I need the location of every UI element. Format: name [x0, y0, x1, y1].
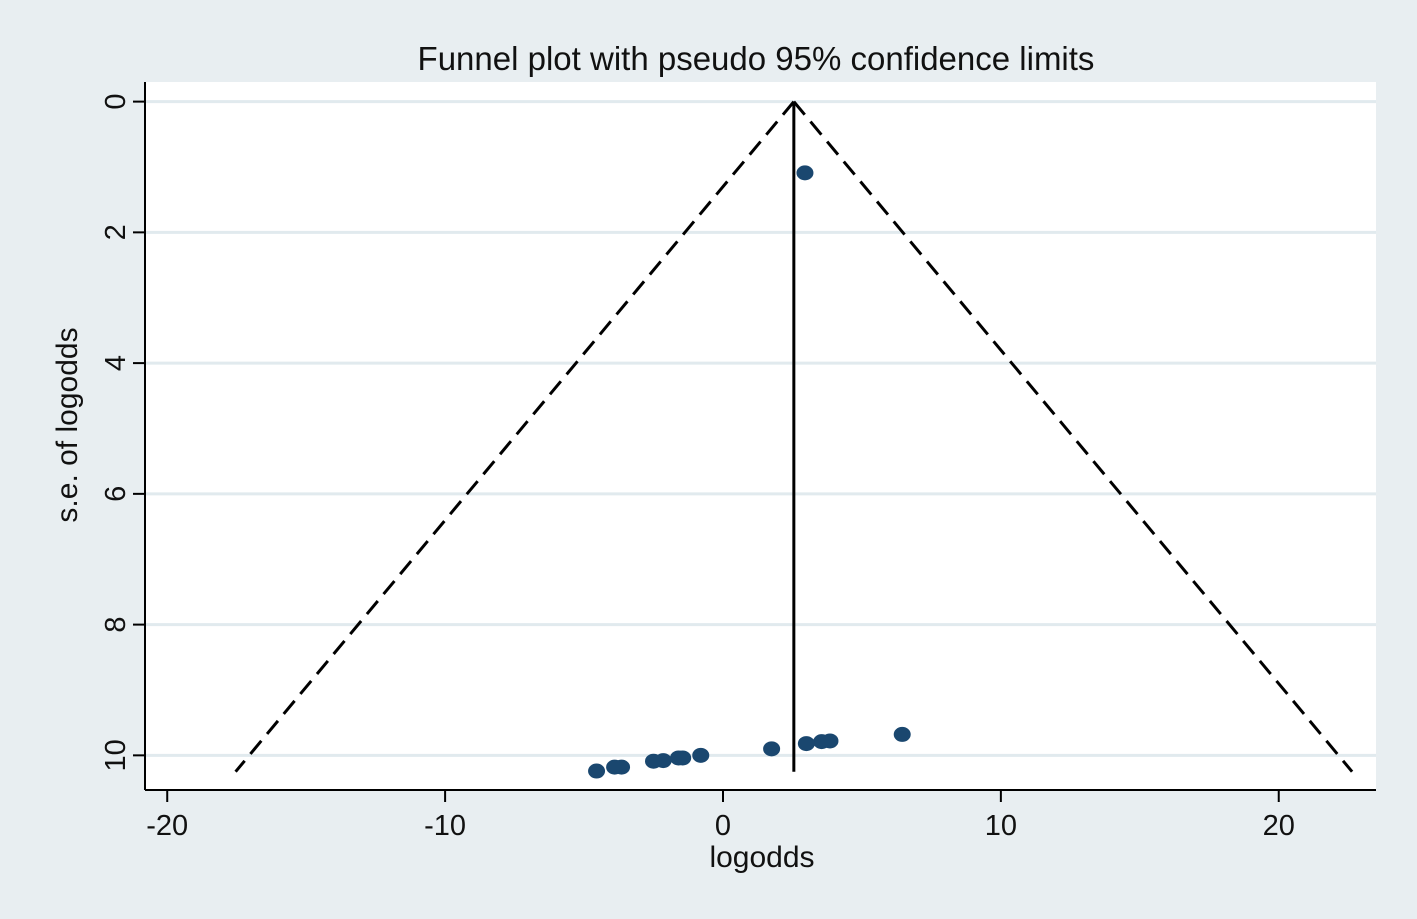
data-point-6 — [763, 741, 781, 757]
y-tick-label: 4 — [100, 355, 132, 371]
data-point-14 — [588, 763, 606, 779]
y-tick-label: 10 — [100, 739, 132, 771]
funnel-left-limit-line — [234, 100, 795, 773]
y-tick-label: 0 — [100, 94, 132, 110]
chart-title: Funnel plot with pseudo 95% confidence l… — [418, 40, 1095, 77]
tick-labels: -20 -10 0 10 20 0 2 4 6 8 10 — [100, 94, 1295, 842]
data-point-4 — [813, 734, 831, 750]
grid-lines — [145, 100, 1376, 757]
data-point-13 — [606, 759, 624, 775]
y-tick-label: 2 — [100, 224, 132, 240]
x-tick-label: -10 — [424, 810, 466, 842]
funnel-right-limit-line — [792, 100, 1354, 773]
data-point-7 — [692, 747, 710, 763]
data-point-1 — [796, 165, 814, 181]
y-axis-title: s.e. of logodds — [51, 327, 84, 522]
axes — [133, 82, 1376, 802]
x-tick-label: 10 — [985, 810, 1017, 842]
x-tick-label: -20 — [146, 810, 188, 842]
data-point-5 — [797, 736, 815, 752]
data-point-11 — [645, 753, 663, 769]
data-points — [588, 165, 911, 779]
plot-area — [145, 82, 1376, 790]
y-tick-label: 8 — [100, 617, 132, 633]
funnel-lines — [234, 100, 1354, 773]
y-tick-label: 6 — [100, 486, 132, 502]
x-axis-title: logodds — [709, 841, 814, 874]
x-tick-label: 0 — [715, 810, 731, 842]
data-point-9 — [670, 750, 688, 766]
data-point-2 — [893, 726, 911, 742]
x-tick-label: 20 — [1263, 810, 1295, 842]
